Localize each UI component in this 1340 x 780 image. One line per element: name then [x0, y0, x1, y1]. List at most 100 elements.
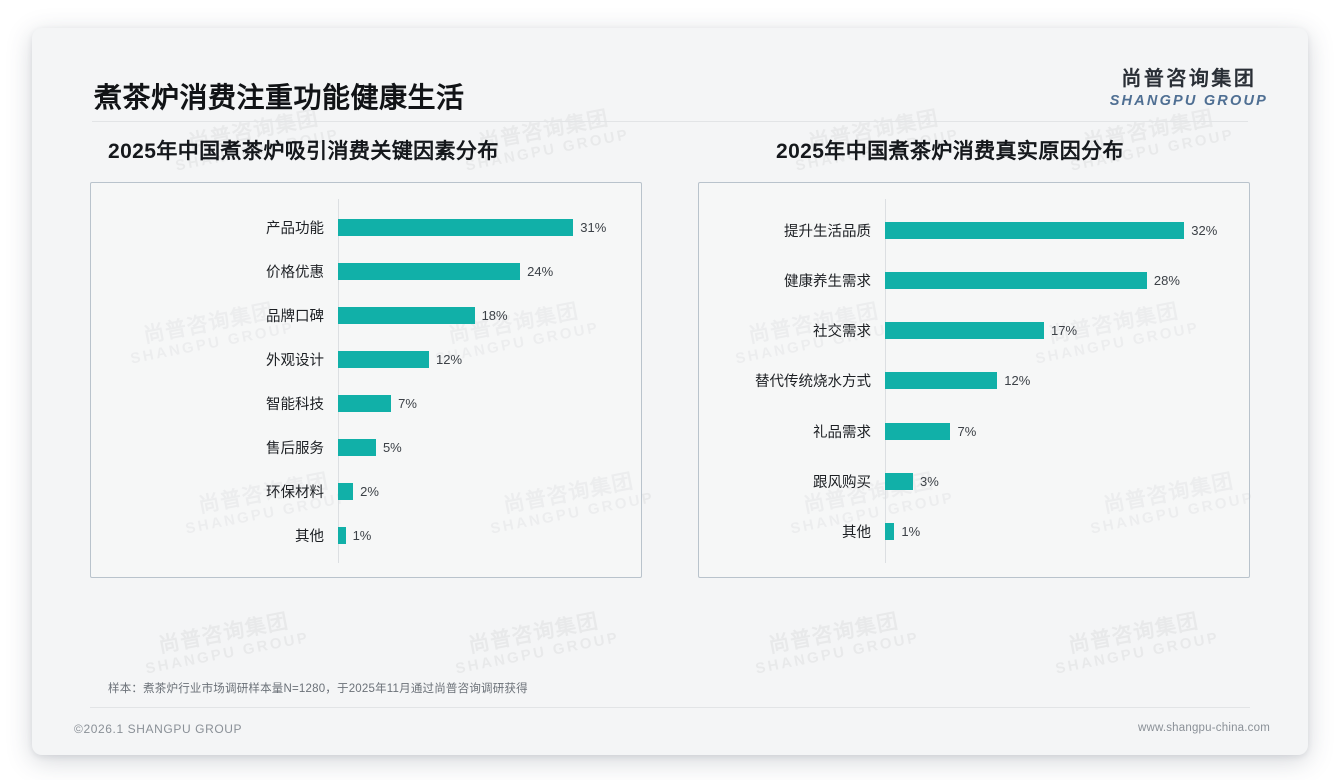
bar-row: 健康养生需求 28% — [699, 264, 1249, 296]
bar-track: 7% — [885, 422, 1249, 440]
bar-category-label: 其他 — [842, 525, 871, 542]
bar-track: 31% — [338, 218, 641, 236]
bar-track: 24% — [338, 262, 641, 280]
bar-segment — [885, 372, 998, 390]
bar-category-label: 产品功能 — [266, 220, 324, 237]
bar-value-label: 17% — [1051, 323, 1078, 339]
bar-category-label: 智能科技 — [266, 396, 324, 413]
bar-row: 其他 1% — [91, 519, 641, 551]
slide-footer: ©2026.1 SHANGPU GROUP www.shangpu-china.… — [32, 716, 1308, 754]
bar-row: 社交需求 17% — [699, 315, 1249, 347]
bar-value-label: 3% — [920, 474, 939, 490]
bar-list-left: 产品功能 31% 价格优惠 24% 品牌口碑 18% 外观设计 12% 智能科技 7% 售后服务 5%… — [91, 183, 641, 577]
bar-value-label: 7% — [957, 423, 977, 439]
chart-panel-left: 2025年中国煮茶炉吸引消费关键因素分布 产品功能 31% 价格优惠 24% 品牌口碑 1… — [90, 122, 642, 578]
bar-category-label: 其他 — [295, 528, 324, 545]
page-title: 煮茶炉消费注重功能健康生活 — [94, 82, 465, 113]
chart-axis-left — [338, 199, 339, 563]
bar-track: 17% — [885, 322, 1249, 340]
bar-row: 外观设计 12% — [91, 343, 641, 375]
bar-track: 5% — [338, 438, 641, 456]
bar-category-label: 品牌口碑 — [266, 308, 324, 325]
bar-segment — [338, 262, 521, 280]
brand-logo-en: SHANGPU GROUP — [1109, 93, 1268, 109]
bar-value-label: 12% — [1004, 373, 1031, 389]
bar-row: 产品功能 31% — [91, 211, 641, 243]
bar-value-label: 12% — [436, 351, 463, 367]
bar-track: 2% — [338, 482, 641, 500]
bar-row: 跟风购买 3% — [699, 466, 1249, 498]
bar-value-label: 5% — [382, 439, 402, 455]
bar-category-label: 外观设计 — [266, 352, 324, 369]
bar-value-label: 24% — [527, 263, 554, 279]
bar-value-label: 18% — [481, 307, 508, 323]
bar-category-label: 价格优惠 — [266, 264, 324, 281]
bar-row: 其他 1% — [699, 516, 1249, 548]
bar-segment — [338, 218, 574, 236]
bar-row: 礼品需求 7% — [699, 415, 1249, 447]
bar-row: 替代传统烧水方式 12% — [699, 365, 1249, 397]
bar-category-label: 跟风购买 — [813, 475, 871, 492]
bar-category-label: 社交需求 — [813, 324, 871, 341]
bar-value-label: 1% — [352, 527, 372, 543]
bar-row: 价格优惠 24% — [91, 255, 641, 287]
bar-track: 7% — [338, 394, 641, 412]
brand-logo-cn: 尚普咨询集团 — [1121, 68, 1257, 90]
footer-divider — [90, 707, 1250, 708]
bar-category-label: 健康养生需求 — [784, 273, 871, 290]
bar-category-label: 替代传统烧水方式 — [755, 374, 871, 391]
bar-value-label: 1% — [901, 524, 921, 540]
bar-segment — [885, 473, 914, 491]
sample-note: 样本：煮茶炉行业市场调研样本量N=1280，于2025年11月通过尚普咨询调研获… — [108, 683, 528, 695]
bar-value-label: 28% — [1153, 272, 1180, 288]
bar-value-label: 31% — [580, 219, 607, 235]
bar-row: 智能科技 7% — [91, 387, 641, 419]
bar-segment — [338, 438, 376, 456]
bar-track: 28% — [885, 271, 1249, 289]
bar-segment — [885, 322, 1044, 340]
bar-track: 12% — [338, 350, 641, 368]
header-divider — [92, 121, 1248, 122]
bar-value-label: 32% — [1191, 222, 1218, 238]
bar-segment — [338, 482, 354, 500]
copyright-text: ©2026.1 SHANGPU GROUP — [74, 722, 243, 736]
bar-track: 1% — [885, 523, 1249, 541]
bar-track: 18% — [338, 306, 641, 324]
bar-category-label: 提升生活品质 — [784, 223, 871, 240]
chart-card-left: 产品功能 31% 价格优惠 24% 品牌口碑 18% 外观设计 12% 智能科技 7% 售后服务 5%… — [90, 182, 642, 578]
bar-row: 品牌口碑 18% — [91, 299, 641, 331]
bar-track: 1% — [338, 526, 641, 544]
bar-segment — [338, 306, 475, 324]
bar-track: 3% — [885, 473, 1249, 491]
brand-logo: 尚普咨询集团 SHANGPU GROUP — [1110, 62, 1268, 109]
bar-segment — [338, 526, 346, 544]
bar-segment — [885, 523, 895, 541]
bar-segment — [338, 394, 392, 412]
chart-title-right: 2025年中国煮茶炉消费真实原因分布 — [776, 140, 1124, 163]
bar-row: 售后服务 5% — [91, 431, 641, 463]
chart-card-right: 提升生活品质 32% 健康养生需求 28% 社交需求 17% 替代传统烧水方式 12% 礼品需求… — [698, 182, 1250, 578]
bar-track: 12% — [885, 372, 1249, 390]
bar-segment — [338, 350, 430, 368]
bar-value-label: 7% — [398, 395, 417, 411]
bar-segment — [885, 422, 951, 440]
bar-list-right: 提升生活品质 32% 健康养生需求 28% 社交需求 17% 替代传统烧水方式 12% 礼品需求… — [699, 183, 1249, 577]
bar-row: 环保材料 2% — [91, 475, 641, 507]
bar-row: 提升生活品质 32% — [699, 214, 1249, 246]
chart-panel-right: 2025年中国煮茶炉消费真实原因分布 提升生活品质 32% 健康养生需求 28% 社交需… — [698, 122, 1250, 578]
bar-category-label: 礼品需求 — [813, 424, 871, 441]
bar-category-label: 售后服务 — [266, 440, 324, 457]
slide-header: 煮茶炉消费注重功能健康生活 尚普咨询集团 SHANGPU GROUP — [32, 28, 1308, 122]
bar-track: 32% — [885, 221, 1249, 239]
bar-category-label: 环保材料 — [266, 484, 324, 501]
website-link[interactable]: www.shangpu-china.com — [1137, 722, 1270, 734]
chart-title-left: 2025年中国煮茶炉吸引消费关键因素分布 — [108, 140, 499, 163]
bar-segment — [885, 271, 1147, 289]
bar-value-label: 2% — [360, 483, 379, 499]
bar-segment — [885, 221, 1185, 239]
